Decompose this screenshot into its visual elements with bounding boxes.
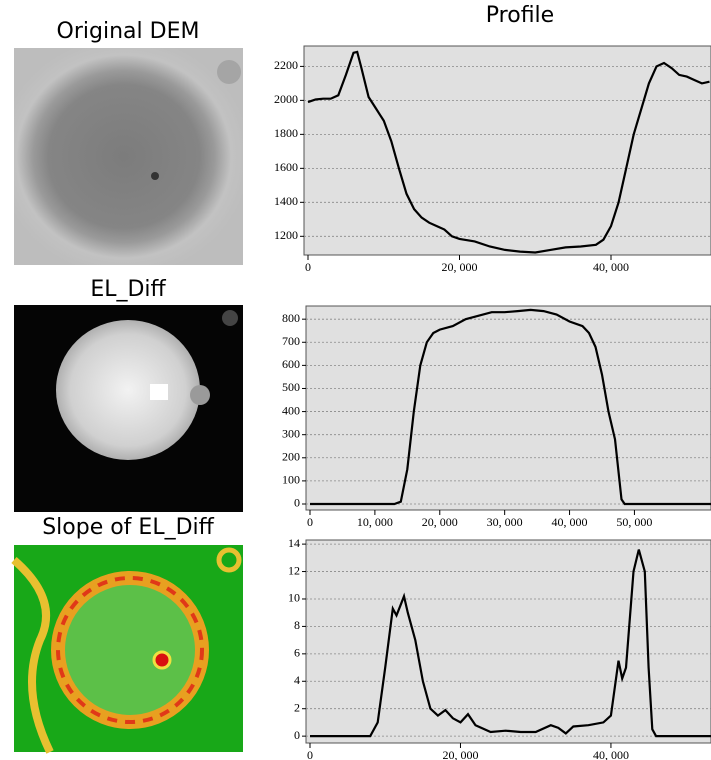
slope-image (11, 545, 243, 754)
y-tick-label: 0 (294, 496, 300, 510)
dem-image (14, 48, 243, 265)
y-tick-label: 8 (294, 618, 300, 632)
y-tick-label: 2 (294, 700, 300, 714)
profile-line (310, 308, 711, 506)
y-tick-label: 6 (294, 646, 300, 660)
y-tick-label: 14 (288, 536, 300, 550)
eldiff-image (14, 305, 243, 512)
profile-line (307, 50, 710, 254)
y-tick-label: 1200 (274, 228, 298, 242)
x-tick-label: 50, 000 (616, 515, 652, 529)
y-tick-label: 500 (282, 380, 300, 394)
x-tick-label: 0 (307, 748, 313, 760)
y-tick-label: 1800 (274, 126, 298, 140)
plot-area (305, 305, 711, 511)
y-tick-label: 300 (282, 426, 300, 440)
y-tick-label: 100 (282, 473, 300, 487)
y-tick-label: 2200 (274, 58, 298, 72)
x-tick-label: 40, 000 (593, 748, 629, 760)
y-tick-label: 2000 (274, 92, 298, 106)
x-tick-label: 10, 000 (357, 515, 393, 529)
y-tick-label: 200 (282, 450, 300, 464)
y-tick-label: 600 (282, 357, 300, 371)
y-tick-label: 800 (282, 311, 300, 325)
x-tick-label: 0 (307, 515, 313, 529)
x-tick-label: 40, 000 (593, 260, 629, 274)
plot-area (305, 539, 711, 744)
x-tick-label: 20, 000 (442, 260, 478, 274)
y-tick-label: 10 (288, 591, 300, 605)
chart-title: Profile (486, 3, 554, 28)
y-tick-label: 1600 (274, 160, 298, 174)
y-tick-label: 700 (282, 334, 300, 348)
y-tick-label: 4 (294, 673, 300, 687)
image-title: Original DEM (57, 19, 200, 44)
x-tick-label: 40, 000 (552, 515, 588, 529)
y-tick-label: 400 (282, 403, 300, 417)
x-tick-label: 20, 000 (442, 748, 478, 760)
y-tick-label: 12 (288, 563, 300, 577)
image-title: Slope of EL_Diff (42, 515, 214, 540)
x-tick-label: 20, 000 (422, 515, 458, 529)
x-tick-label: 0 (305, 260, 311, 274)
y-tick-label: 0 (294, 728, 300, 742)
y-tick-label: 1400 (274, 194, 298, 208)
profile-line (310, 549, 711, 738)
image-title: EL_Diff (90, 277, 166, 302)
plot-area (303, 45, 711, 256)
x-tick-label: 30, 000 (487, 515, 523, 529)
